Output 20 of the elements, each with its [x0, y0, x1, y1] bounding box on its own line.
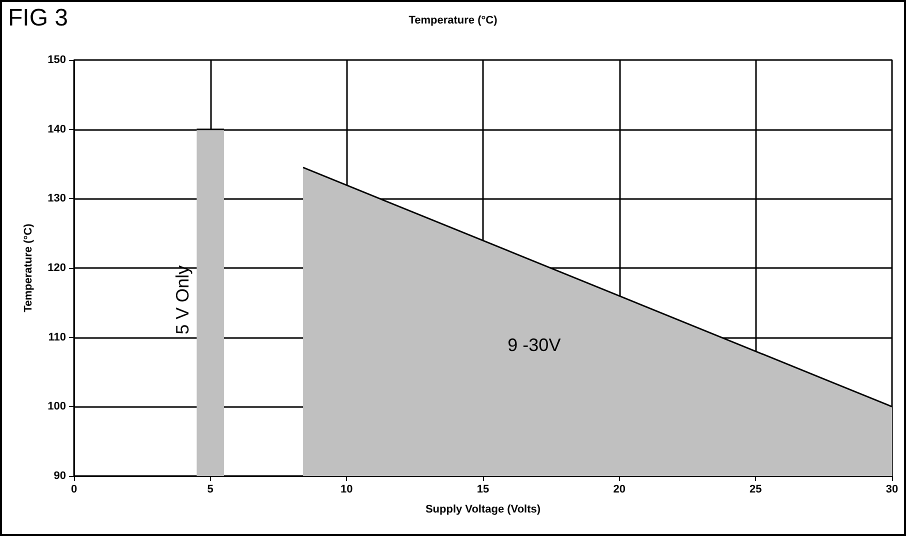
y-tick-label: 100 [48, 400, 66, 413]
y-tick-label: 110 [48, 331, 66, 344]
x-tick-label: 25 [750, 484, 762, 496]
caption: FIG 3 [8, 4, 68, 32]
annotation: 5 V Only [172, 265, 192, 334]
y-tick-label: 150 [48, 54, 66, 66]
y-tick-label: 140 [48, 123, 66, 136]
y-tick-label: 120 [48, 262, 66, 274]
chart-title: Temperature (°C) [408, 14, 498, 26]
x-tick-label: 15 [476, 484, 490, 496]
y-tick-label: 130 [48, 192, 66, 205]
x-tick-label: 30 [886, 484, 898, 496]
y-tick-label: 90 [54, 470, 66, 482]
x-tick-label: 5 [207, 484, 214, 496]
y-axis-title: Temperature (°C) [22, 223, 34, 312]
x-tick-label: 20 [613, 484, 626, 496]
x-axis-title: Supply Voltage (Volts) [425, 504, 541, 516]
x-tick-label: 0 [70, 484, 78, 496]
x-tick-label: 10 [340, 484, 353, 496]
annotation: 9 -30V [508, 335, 561, 356]
